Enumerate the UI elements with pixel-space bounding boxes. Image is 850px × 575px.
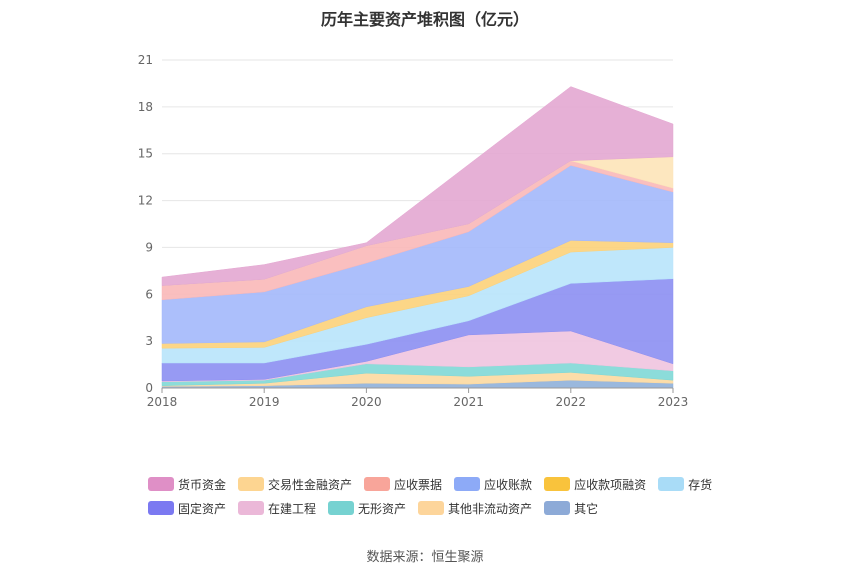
legend-swatch xyxy=(658,477,685,491)
legend-row: 货币资金 交易性金融资产 应收票据 应收账款 应收款项融资 存货 xyxy=(148,472,748,496)
y-tick-label: 6 xyxy=(145,287,153,301)
legend-item[interactable]: 交易性金融资产 xyxy=(238,476,352,493)
legend-item[interactable]: 应收款项融资 xyxy=(544,476,646,493)
legend-swatch xyxy=(454,477,481,491)
legend-label: 应收账款 xyxy=(484,477,533,492)
y-tick-label: 9 xyxy=(145,240,153,254)
legend-item[interactable]: 应收账款 xyxy=(454,476,532,493)
legend-swatch xyxy=(418,501,445,515)
legend-swatch xyxy=(544,501,571,515)
legend-item[interactable]: 存货 xyxy=(658,476,712,493)
legend-label: 存货 xyxy=(688,477,713,492)
y-tick-label: 18 xyxy=(138,100,153,114)
legend-swatch xyxy=(148,501,174,515)
legend-row: 固定资产 在建工程 无形资产 其他非流动资产 其它 xyxy=(148,496,748,520)
legend-item[interactable]: 应收票据 xyxy=(364,476,442,493)
x-tick-label: 2022 xyxy=(556,395,587,409)
legend-label: 无形资产 xyxy=(358,501,407,516)
x-tick-label: 2023 xyxy=(658,395,689,409)
data-source: 数据来源：恒生聚源 xyxy=(366,550,484,565)
legend-swatch xyxy=(328,501,355,515)
y-tick-label: 3 xyxy=(145,334,153,348)
y-tick-label: 21 xyxy=(138,53,153,67)
y-tick-label: 12 xyxy=(138,194,153,208)
legend-item[interactable]: 在建工程 xyxy=(238,500,316,517)
legend-label: 货币资金 xyxy=(178,477,227,492)
legend-label: 其它 xyxy=(574,501,599,516)
chart-title: 历年主要资产堆积图（亿元） xyxy=(320,10,529,29)
legend-label: 在建工程 xyxy=(268,501,317,516)
stacked-area-chart: 0 3 6 9 12 15 18 21 2018 2019 2020 2021 2022 2023 xyxy=(138,53,689,409)
area-series xyxy=(161,86,674,286)
legend-item[interactable]: 其它 xyxy=(544,500,598,517)
legend-label: 应收票据 xyxy=(394,477,443,492)
x-tick-label: 2018 xyxy=(147,395,178,409)
legend-item[interactable]: 固定资产 xyxy=(148,500,226,517)
x-tick-label: 2019 xyxy=(249,395,280,409)
legend-item[interactable]: 货币资金 xyxy=(148,476,226,493)
legend-item[interactable]: 无形资产 xyxy=(328,500,406,517)
legend-swatch xyxy=(364,477,391,491)
legend-item[interactable]: 其他非流动资产 xyxy=(418,500,532,517)
legend-label: 应收款项融资 xyxy=(574,477,647,492)
legend-label: 其他非流动资产 xyxy=(448,501,533,516)
legend-swatch xyxy=(238,477,265,491)
x-tick-label: 2020 xyxy=(351,395,382,409)
x-tick-label: 2021 xyxy=(453,395,484,409)
legend-label: 固定资产 xyxy=(178,501,227,516)
chart-legend: 货币资金 交易性金融资产 应收票据 应收账款 应收款项融资 存货固定资产 在建工程 无形资产 其… xyxy=(148,472,748,520)
y-tick-label: 0 xyxy=(145,381,153,395)
legend-swatch xyxy=(544,477,571,491)
legend-swatch xyxy=(148,477,174,491)
legend-label: 交易性金融资产 xyxy=(268,477,353,492)
y-tick-label: 15 xyxy=(138,147,153,161)
legend-swatch xyxy=(238,501,265,515)
